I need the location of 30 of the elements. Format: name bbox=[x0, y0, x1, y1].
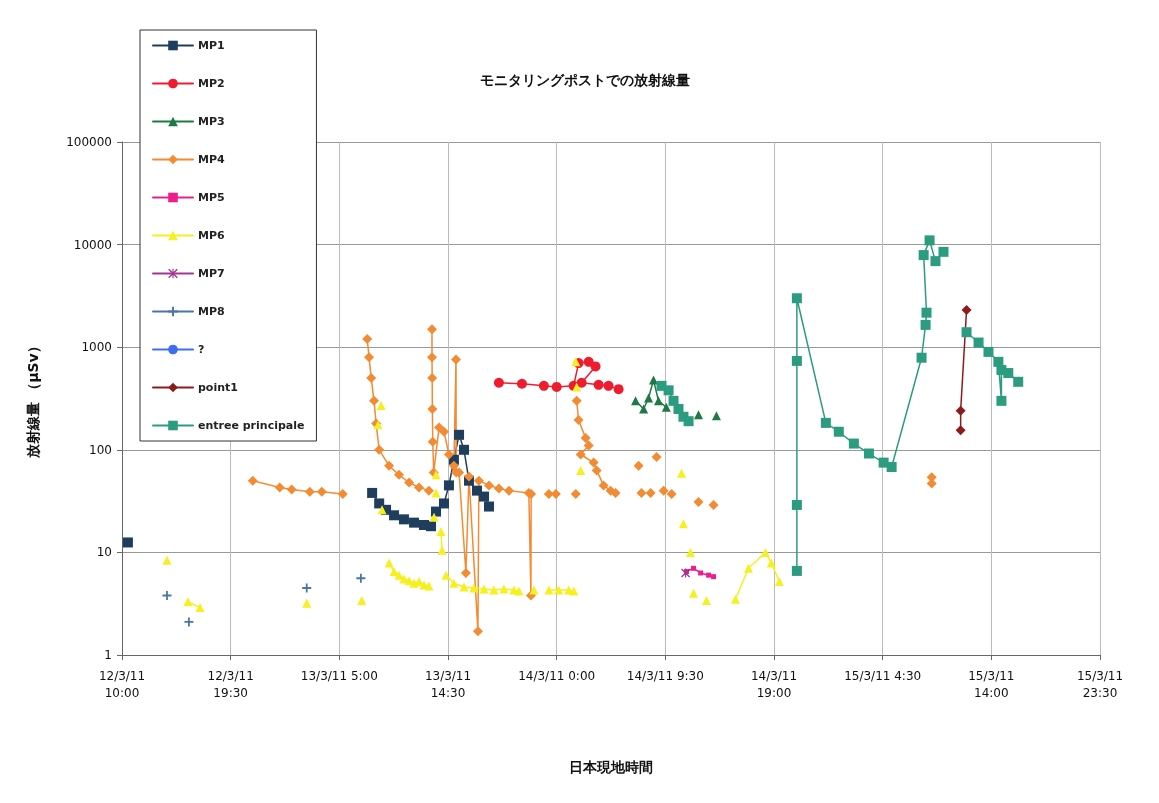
legend-label: MP1 bbox=[198, 39, 225, 52]
x-tick-label: 12/3/11 10:00 bbox=[98, 668, 146, 700]
legend-label: MP2 bbox=[198, 77, 225, 90]
legend-label: MP5 bbox=[198, 191, 225, 204]
x-tick-label: 12/3/11 19:30 bbox=[207, 668, 254, 700]
x-tick-label: 13/3/11 5:00 bbox=[300, 668, 378, 683]
x-tick-label: 14/3/11 0:00 bbox=[518, 668, 596, 683]
y-tick-label: 1000 bbox=[81, 340, 112, 355]
y-tick-label: 10 bbox=[96, 545, 112, 560]
legend-label: MP8 bbox=[198, 305, 225, 318]
y-tick-label: 1 bbox=[104, 648, 112, 662]
y-tick-label: 100 bbox=[89, 442, 112, 457]
legend-label: MP4 bbox=[198, 153, 226, 166]
legend-label: MP3 bbox=[198, 115, 225, 128]
chart-title: モニタリングポストでの放射線量 bbox=[480, 72, 690, 88]
legend-label: MP7 bbox=[198, 267, 225, 280]
legend-label: entree principale bbox=[198, 419, 305, 432]
y-tick-label: 10000 bbox=[73, 237, 112, 252]
x-tick-label: 15/3/11 14:00 bbox=[968, 668, 1015, 700]
x-tick-label: 14/3/11 9:30 bbox=[626, 668, 704, 683]
x-axis-title: 日本現地時間 bbox=[569, 759, 653, 775]
legend-label: ? bbox=[198, 343, 205, 356]
y-axis-title: 放射線量 （μSv） bbox=[25, 339, 41, 459]
x-tick-label: 15/3/11 23:30 bbox=[1076, 668, 1124, 700]
y-tick-label: 100000 bbox=[66, 135, 112, 149]
legend-label: MP6 bbox=[198, 229, 226, 242]
x-tick-label: 13/3/11 14:30 bbox=[424, 668, 472, 700]
x-tick-label: 15/3/11 4:30 bbox=[844, 668, 922, 683]
legend-label: point1 bbox=[198, 381, 238, 394]
x-tick-label: 14/3/11 19:00 bbox=[750, 668, 798, 700]
